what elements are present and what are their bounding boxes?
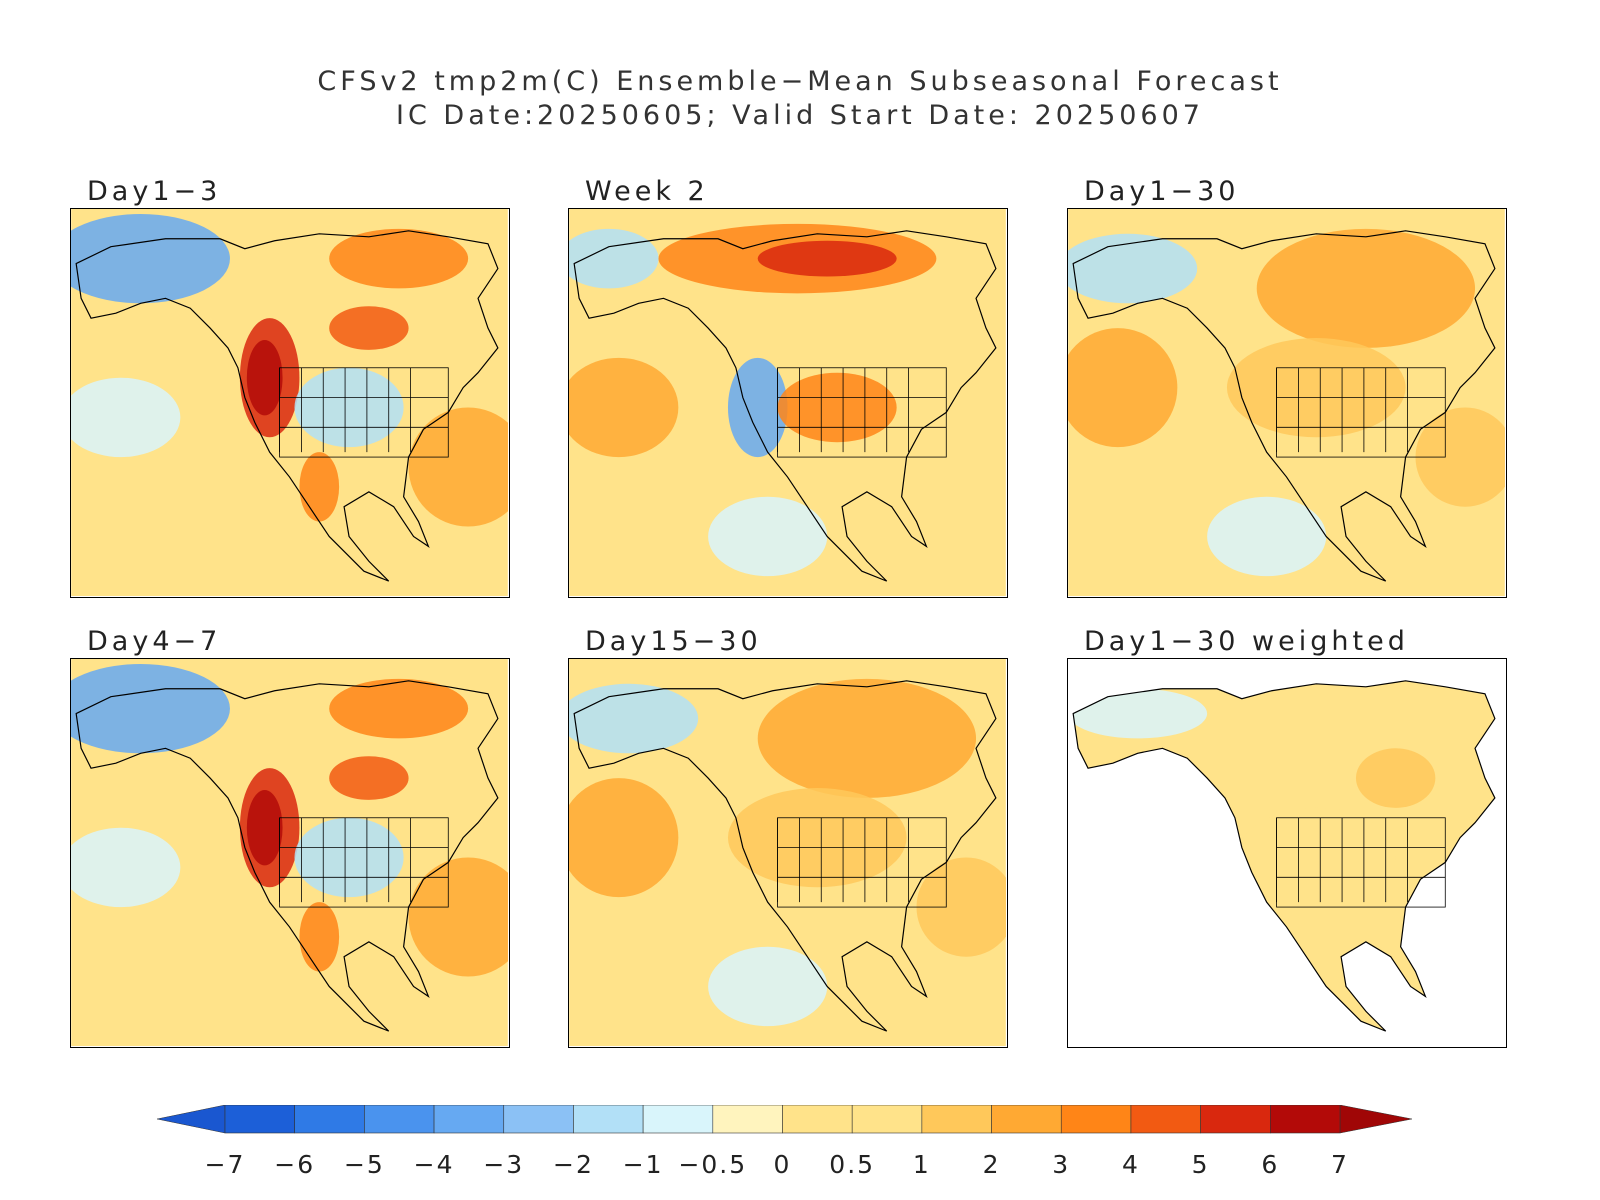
map-panel-day15-30 (568, 658, 1008, 1048)
anomaly-region (757, 678, 977, 798)
colorbar-swatch (642, 1105, 714, 1134)
colorbar-tick-label: −5 (343, 1150, 385, 1179)
colorbar-tick-label: 0 (773, 1150, 792, 1179)
colorbar-swatch (712, 1105, 783, 1134)
map-panel-week2 (568, 208, 1008, 598)
coastline (1072, 230, 1496, 582)
anomaly-region (329, 306, 409, 350)
anomaly-region (1068, 233, 1198, 304)
anomaly-region (294, 367, 404, 448)
colorbar-swatch (224, 1105, 295, 1134)
panel-label-day15-30: Day15−30 (585, 626, 762, 657)
anomaly-region (299, 902, 340, 972)
map-panel-day1-30 (1067, 208, 1507, 598)
panel-label-day1-30: Day1−30 (1084, 176, 1240, 207)
panel-label-week2: Week 2 (585, 176, 709, 207)
anomaly-region (708, 946, 828, 1027)
colorbar-high-extend (1339, 1105, 1413, 1134)
anomaly-region (1068, 328, 1178, 448)
state-boundaries (1276, 367, 1446, 458)
colorbar-swatch (1200, 1105, 1271, 1134)
anomaly-region (71, 377, 181, 458)
anomaly-region (329, 228, 469, 289)
colorbar (156, 1105, 1413, 1134)
anomaly-region (727, 357, 788, 458)
anomaly-region (1226, 338, 1406, 438)
colorbar-swatch (503, 1105, 574, 1134)
colorbar-swatch (1060, 1105, 1132, 1134)
anomaly-region (1073, 688, 1208, 739)
state-boundaries (777, 367, 947, 458)
colorbar-swatch (782, 1105, 853, 1134)
anomaly-region (1355, 748, 1436, 808)
anomaly-region (708, 496, 828, 577)
anomaly-region (329, 756, 409, 800)
state-boundaries (279, 817, 449, 908)
anomaly-region (299, 452, 340, 522)
anomaly-region (294, 817, 404, 898)
coastline (75, 680, 499, 1032)
colorbar-swatch (1130, 1105, 1201, 1134)
colorbar-tick-label: 4 (1121, 1150, 1140, 1179)
anomaly-region (71, 827, 181, 908)
colorbar-tick-label: 7 (1331, 1150, 1349, 1179)
map-panel-day4-7 (70, 658, 510, 1048)
colorbar-tick-label: 6 (1261, 1150, 1280, 1179)
colorbar-swatch (991, 1105, 1062, 1134)
panel-label-day1-3: Day1−3 (87, 176, 222, 207)
anomaly-region (569, 778, 679, 898)
anomaly-region (1207, 496, 1327, 577)
colorbar-tick-label: −1 (622, 1150, 664, 1179)
colorbar-swatch (1270, 1105, 1341, 1134)
anomaly-region (757, 240, 897, 277)
map-panel-day1-3 (70, 208, 510, 598)
anomaly-region (71, 663, 230, 754)
anomaly-region (408, 857, 508, 977)
anomaly-region (777, 372, 897, 443)
anomaly-region (246, 789, 283, 866)
anomaly-region (408, 407, 508, 527)
colorbar-swatch (851, 1105, 923, 1134)
colorbar-tick-label: −2 (553, 1150, 594, 1179)
colorbar-tick-label: 0.5 (829, 1150, 876, 1179)
anomaly-region (727, 788, 907, 888)
panel-label-day4-7: Day4−7 (87, 626, 222, 657)
colorbar-tick-label: −0.5 (678, 1150, 748, 1179)
coastline (573, 230, 997, 582)
colorbar-swatch (921, 1105, 992, 1134)
colorbar-tick-label: −6 (274, 1150, 316, 1179)
colorbar-tick-label: 3 (1052, 1150, 1071, 1179)
chart-title-line2: IC Date:20250605; Valid Start Date: 2025… (396, 100, 1204, 131)
colorbar-swatch (433, 1105, 505, 1134)
anomaly-region (569, 357, 679, 458)
colorbar-tick-label: −3 (483, 1150, 525, 1179)
anomaly-region (329, 678, 469, 739)
colorbar-tick-label: 1 (912, 1150, 931, 1179)
coastline (573, 680, 997, 1032)
coastline (75, 230, 499, 582)
state-boundaries (777, 817, 947, 908)
panel-label-day1-30-weighted: Day1−30 weighted (1084, 626, 1409, 657)
anomaly-region (71, 213, 230, 304)
colorbar-tick-label: −7 (204, 1150, 246, 1179)
anomaly-region (569, 683, 699, 754)
anomaly-region (569, 228, 659, 289)
chart-title-line1: CFSv2 tmp2m(C) Ensemble−Mean Subseasonal… (317, 66, 1283, 97)
colorbar-low-extend (156, 1105, 226, 1134)
colorbar-tick-label: 2 (982, 1150, 1001, 1179)
coastline (1072, 680, 1496, 1032)
colorbar-swatch (573, 1105, 644, 1134)
anomaly-region (1415, 407, 1505, 507)
map-panel-day1-30-weighted (1067, 658, 1507, 1048)
anomaly-region (246, 339, 283, 416)
anomaly-region (916, 857, 1006, 957)
state-boundaries (1276, 817, 1446, 908)
colorbar-tick-label: 5 (1191, 1150, 1210, 1179)
colorbar-swatch (364, 1105, 435, 1134)
anomaly-region (1256, 228, 1476, 348)
colorbar-swatch (294, 1105, 365, 1134)
colorbar-tick-label: −4 (413, 1150, 455, 1179)
state-boundaries (279, 367, 449, 458)
